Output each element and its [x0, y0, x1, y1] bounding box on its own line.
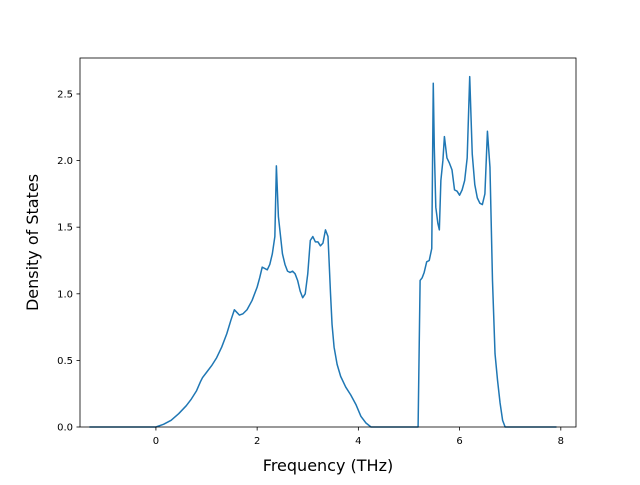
x-tick-label: 8 [558, 436, 564, 447]
x-tick-label: 4 [355, 436, 361, 447]
y-tick-label: 1.0 [57, 289, 73, 300]
y-axis-ticks: 0.0 0.5 1.0 1.5 2.0 2.5 [57, 89, 80, 434]
y-axis-label: Density of States [23, 174, 42, 311]
axes-frame [79, 57, 577, 428]
series-line [89, 75, 557, 428]
x-tick-label: 0 [153, 436, 159, 447]
y-tick-label: 1.5 [57, 223, 73, 234]
y-tick-label: 2.5 [57, 89, 73, 100]
y-tick-label: 0.5 [57, 356, 73, 367]
x-axis-ticks: 0 2 4 6 8 [153, 427, 564, 447]
x-tick-label: 6 [456, 436, 462, 447]
plot-area [89, 75, 557, 428]
y-tick-label: 2.0 [57, 156, 73, 167]
x-axis-label: Frequency (THz) [263, 456, 393, 475]
x-tick-label: 2 [254, 436, 260, 447]
y-tick-label: 0.0 [57, 423, 73, 434]
